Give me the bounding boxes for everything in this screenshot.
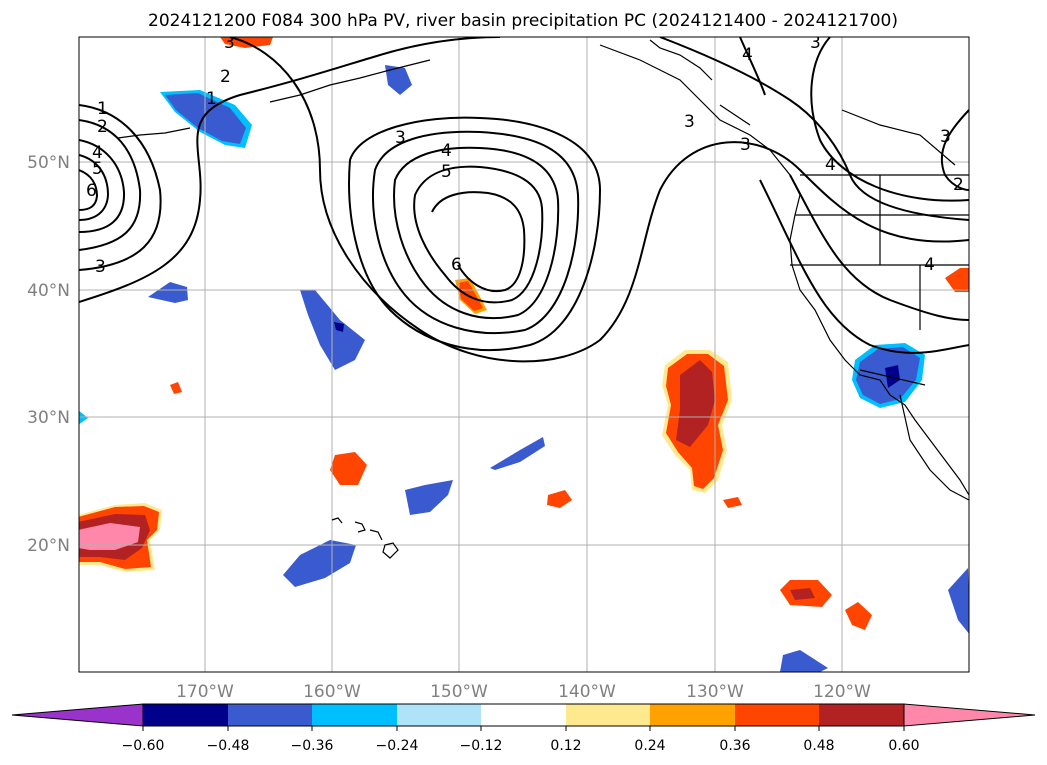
lon-label-150w: 150°W xyxy=(430,682,488,702)
contour-label: 4 xyxy=(441,141,452,161)
latitude-labels: 50°N 40°N 30°N 20°N xyxy=(27,153,70,556)
colorbar-tick-label: −0.48 xyxy=(207,738,250,754)
colorbar-segment xyxy=(650,704,735,726)
colorbar-segment xyxy=(143,704,228,726)
contour-label: 2 xyxy=(953,175,964,195)
lon-label-160w: 160°W xyxy=(303,682,361,702)
colorbar-tick-label: 0.36 xyxy=(719,738,750,754)
contour-label: 4 xyxy=(92,143,103,163)
contour-label: 3 xyxy=(684,112,695,132)
colorbar-tick-label: 0.24 xyxy=(634,738,665,754)
colorbar-extend-left xyxy=(11,703,144,727)
contour-label: 4 xyxy=(924,255,935,275)
precip-shading xyxy=(79,37,969,672)
map-content: 1 2 3 4 5 6 1 2 3 3 4 5 6 3 4 3 2 4 3 4 … xyxy=(79,33,969,672)
coastlines xyxy=(117,39,969,559)
precip-negative-patch xyxy=(334,322,344,332)
contour-label: 5 xyxy=(92,159,103,179)
contour-label: 2 xyxy=(97,117,108,137)
precip-negative-patch xyxy=(948,568,969,634)
precip-negative-patch xyxy=(490,437,545,470)
contour-label: 3 xyxy=(395,128,406,148)
precip-positive-patch xyxy=(170,382,182,394)
lat-label-20n: 20°N xyxy=(27,536,70,556)
contour-labels: 1 2 3 4 5 6 1 2 3 3 4 5 6 3 4 3 2 4 3 4 … xyxy=(86,33,964,277)
colorbar-tick-label: 0.60 xyxy=(888,738,919,754)
contour-label: 3 xyxy=(740,135,751,155)
precip-positive-patch xyxy=(845,602,872,630)
contour-label: 1 xyxy=(206,89,217,109)
colorbar-tick-label: −0.36 xyxy=(291,738,334,754)
colorbar-extend-right xyxy=(903,703,1036,727)
precip-positive-patch xyxy=(547,490,572,508)
colorbar-tick-label: −0.60 xyxy=(122,738,165,754)
contour-label: 3 xyxy=(95,257,106,277)
contour-label: 3 xyxy=(940,127,951,147)
precip-negative-patch xyxy=(780,650,828,672)
colorbar-segment xyxy=(566,704,650,726)
colorbar-tick-label: −0.24 xyxy=(376,738,419,754)
precip-positive-patch xyxy=(723,497,742,508)
contour-label: 2 xyxy=(220,67,231,87)
contour-label: 4 xyxy=(825,155,836,175)
longitude-labels: 170°W 160°W 150°W 140°W 130°W 120°W xyxy=(176,682,871,702)
contour-label: 6 xyxy=(86,181,97,201)
contour-label: 6 xyxy=(451,255,462,275)
colorbar-ticks xyxy=(142,726,905,731)
contour-label: 1 xyxy=(97,99,108,119)
colorbar-segment xyxy=(735,704,819,726)
lon-label-170w: 170°W xyxy=(176,682,234,702)
precip-positive-patch xyxy=(330,452,367,485)
precip-negative-patch xyxy=(79,410,88,425)
graticule xyxy=(79,37,969,672)
contour-label: 5 xyxy=(441,162,452,182)
colorbar-tick-label: 0.48 xyxy=(803,738,834,754)
pv-contours xyxy=(79,37,969,363)
lat-label-40n: 40°N xyxy=(27,281,70,301)
precip-negative-patch xyxy=(385,65,412,95)
colorbar-tick-label: 0.12 xyxy=(550,738,581,754)
colorbar-border xyxy=(142,703,905,727)
colorbar-tick-labels: −0.60 −0.48 −0.36 −0.24 −0.12 0.12 0.24 … xyxy=(122,738,920,754)
map-border xyxy=(78,36,970,673)
lon-label-130w: 130°W xyxy=(686,682,744,702)
precip-positive-patch xyxy=(945,268,969,292)
colorbar-segment xyxy=(481,704,566,726)
lon-label-140w: 140°W xyxy=(558,682,616,702)
colorbar-segment xyxy=(228,704,312,726)
contour-label: 4 xyxy=(742,45,753,65)
lat-label-50n: 50°N xyxy=(27,153,70,173)
precip-positive-patch xyxy=(790,588,815,600)
precip-negative-patch xyxy=(148,282,188,303)
colorbar-segment xyxy=(312,704,397,726)
colorbar-tick-label: −0.12 xyxy=(460,738,503,754)
colorbar-segment xyxy=(397,704,481,726)
precip-negative-patch xyxy=(283,540,356,587)
colorbar: −0.60 −0.48 −0.36 −0.24 −0.12 0.12 0.24 … xyxy=(11,703,1036,754)
precip-negative-patch xyxy=(405,480,453,515)
colorbar-segment xyxy=(819,704,904,726)
precip-negative-patch xyxy=(885,365,900,388)
contour-label: 3 xyxy=(810,33,821,53)
figure-title: 2024121200 F084 300 hPa PV, river basin … xyxy=(148,11,898,31)
lon-label-120w: 120°W xyxy=(813,682,871,702)
lat-label-30n: 30°N xyxy=(27,408,70,428)
contour-label: 3 xyxy=(224,33,235,53)
precip-positive-patch xyxy=(79,523,140,550)
precip-positive-patch xyxy=(676,360,715,447)
